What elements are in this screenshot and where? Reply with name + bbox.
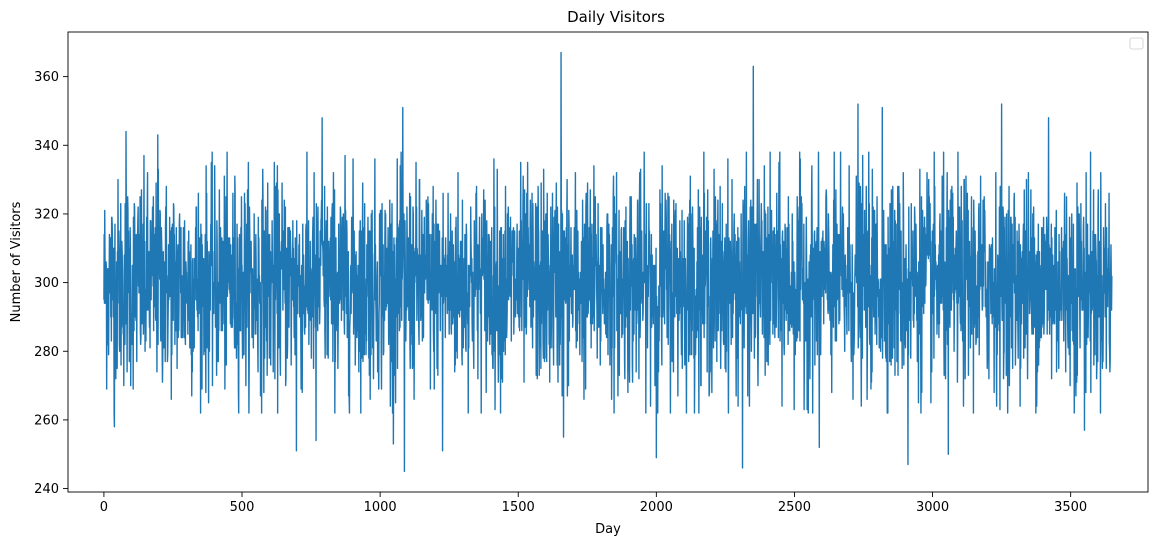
x-tick-label: 2500	[778, 500, 811, 515]
y-tick-label: 300	[34, 276, 59, 291]
chart-title: Daily Visitors	[567, 8, 665, 26]
plot-frame	[67, 31, 1149, 493]
y-tick-label: 240	[34, 482, 59, 497]
x-tick-label: 0	[100, 500, 108, 515]
x-tick-label: 3000	[916, 500, 949, 515]
x-tick-label: 3500	[1054, 500, 1087, 515]
y-tick-label: 360	[34, 70, 59, 85]
x-axis-ticks: 0 500 1000 1500 2000 2500 3000 3500	[100, 492, 1087, 515]
y-tick-label: 280	[34, 345, 59, 360]
x-tick-label: 1500	[502, 500, 535, 515]
x-axis-label: Day	[595, 522, 621, 537]
x-tick-label: 1000	[364, 500, 397, 515]
y-axis-ticks: 240 260 280 300 320 340 360	[34, 70, 68, 497]
series-line	[103, 51, 1113, 473]
x-tick-label: 500	[230, 500, 255, 515]
y-axis-label: Number of Visitors	[9, 201, 24, 322]
y-tick-label: 320	[34, 207, 59, 222]
y-tick-label: 340	[34, 139, 59, 154]
legend-box	[1129, 37, 1144, 50]
x-tick-label: 2000	[640, 500, 673, 515]
y-tick-label: 260	[34, 413, 59, 428]
